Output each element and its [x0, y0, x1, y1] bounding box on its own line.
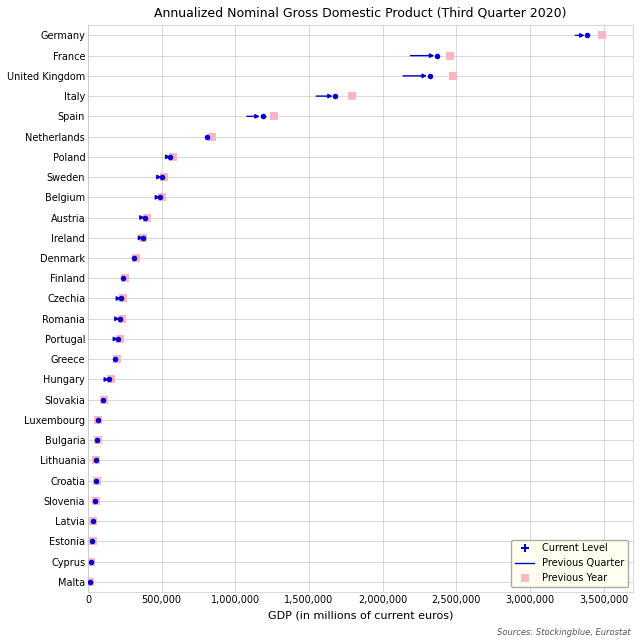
Text: Sources: Stockingblue, Eurostat: Sources: Stockingblue, Eurostat [497, 628, 630, 637]
Legend: Current Level, Previous Quarter, Previous Year: Current Level, Previous Quarter, Previou… [511, 540, 628, 587]
X-axis label: GDP (in millions of current euros): GDP (in millions of current euros) [268, 611, 453, 620]
Title: Annualized Nominal Gross Domestic Product (Third Quarter 2020): Annualized Nominal Gross Domestic Produc… [154, 7, 567, 20]
